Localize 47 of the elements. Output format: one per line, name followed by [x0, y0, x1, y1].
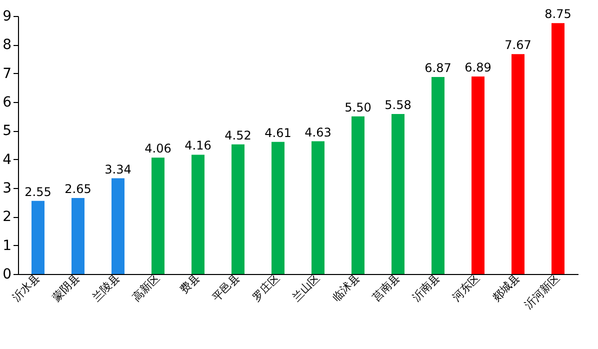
x-tick-label: 临沭县 — [330, 272, 362, 304]
x-tick-label: 郯城县 — [490, 272, 522, 304]
x-tick-label: 费县 — [177, 272, 202, 296]
y-tick-label: 0 — [2, 266, 12, 282]
data-label: 4.52 — [224, 128, 252, 142]
bar — [512, 54, 524, 274]
bar — [32, 200, 44, 274]
bar — [72, 198, 84, 274]
y-tick-label: 2 — [2, 209, 12, 226]
y-tick-label: 3 — [2, 180, 12, 196]
data-label: 3.34 — [104, 162, 132, 176]
data-label: 5.50 — [344, 100, 372, 114]
x-tick-label: 平邑县 — [210, 272, 242, 304]
y-tick-label: 6 — [2, 94, 12, 110]
bar — [432, 77, 444, 274]
bar — [392, 114, 404, 274]
y-tick-label: 8 — [2, 37, 12, 54]
data-label: 4.61 — [264, 126, 292, 140]
bar — [272, 142, 284, 274]
x-tick-label: 莒南县 — [370, 272, 402, 304]
bar — [112, 178, 124, 274]
data-label: 4.16 — [184, 138, 212, 153]
data-label: 2.55 — [24, 184, 52, 199]
x-tick-label: 兰陵县 — [90, 272, 122, 304]
data-label: 5.58 — [384, 98, 412, 112]
bar — [192, 154, 204, 274]
bar — [312, 141, 324, 274]
data-label: 7.67 — [504, 38, 532, 52]
x-tick-label: 沂南县 — [410, 272, 442, 304]
x-tick-label: 蒙阴县 — [50, 272, 82, 304]
y-tick-label: 4 — [2, 152, 12, 168]
data-label: 4.63 — [304, 125, 332, 140]
y-tick-label: 1 — [2, 238, 12, 254]
x-tick-label: 沂水县 — [10, 272, 42, 304]
data-label: 2.65 — [64, 182, 92, 196]
y-tick-label: 7 — [2, 66, 12, 82]
bar — [472, 76, 484, 274]
y-tick-label: 5 — [2, 123, 12, 140]
bar — [552, 23, 564, 274]
bar — [152, 158, 164, 274]
data-label: 6.87 — [424, 61, 452, 76]
data-label: 6.89 — [464, 60, 492, 74]
y-tick-label: 9 — [2, 8, 12, 24]
data-label: 8.75 — [544, 7, 572, 22]
bar — [352, 116, 364, 274]
bar — [232, 144, 244, 274]
data-label: 4.06 — [144, 142, 172, 156]
